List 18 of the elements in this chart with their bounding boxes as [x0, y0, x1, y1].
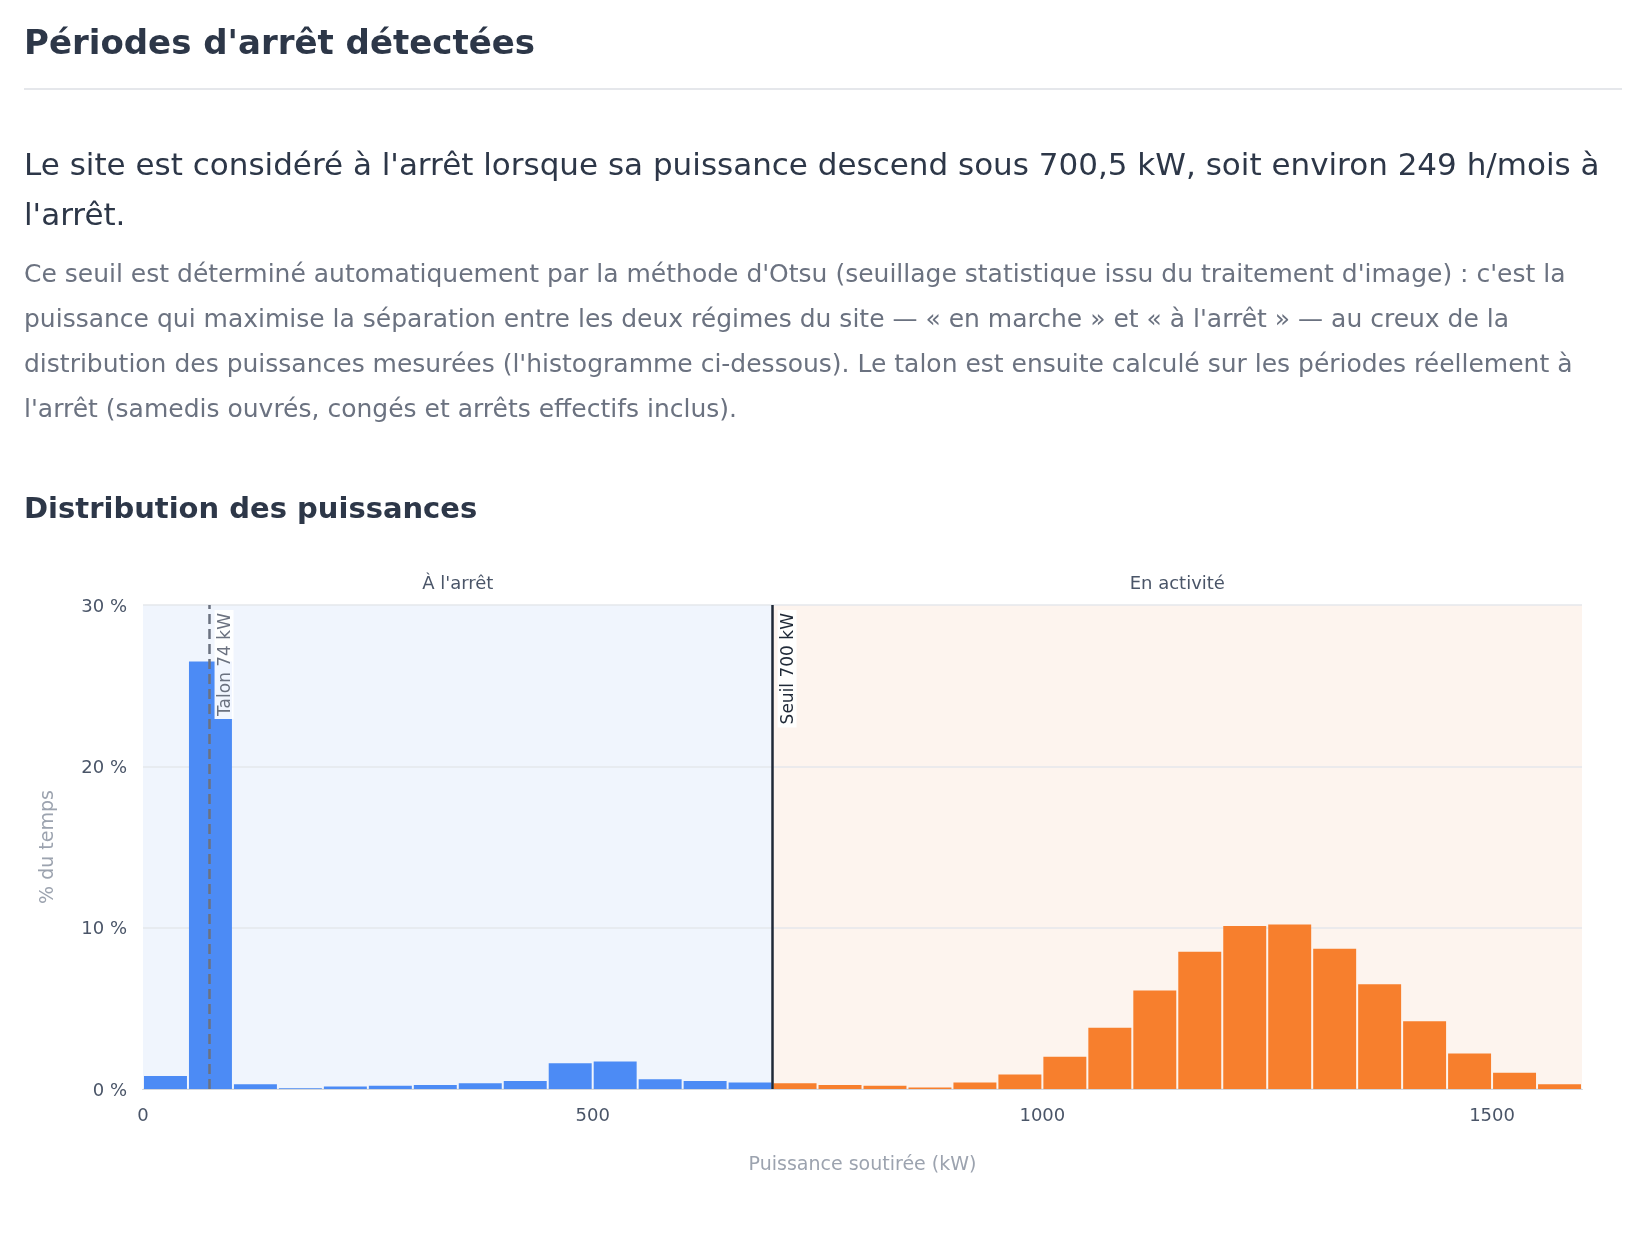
- x-tick-label: 0: [137, 1103, 149, 1125]
- y-tick-label: 0 %: [92, 1078, 127, 1100]
- ref-line-label: Seuil 700 kW: [777, 613, 798, 725]
- y-tick-label: 30 %: [81, 594, 127, 616]
- x-tick-label: 500: [575, 1103, 610, 1125]
- ref-line-label: Talon 74 kW: [214, 613, 235, 718]
- text: Ce seuil est déterminé automatiquement par la méthode d'Otsu (seuillage statistique issu du traitement d'image) : c'est la puissance qui maximise la séparation entre les deux régimes du site — « en marche » et « à l'arrêt » — au creux de la distribution des puissances mesurées (l'histogramme ci-dessous). Le talon est ensuite calculé sur les périodes réellement à l'arrêt (samedis ouvrés, congés et arrêts effectifs inclus).: [24, 258, 1574, 426]
- x-axis-title: Puissance soutirée (kW): [748, 1151, 977, 1174]
- chart-subtitle: Distribution des puissances: [24, 491, 479, 526]
- x-tick-label: 1500: [1469, 1103, 1515, 1125]
- y-tick-label: 20 %: [81, 756, 127, 778]
- band-label: En activité: [1129, 571, 1225, 593]
- text: Le site est considéré à l'arrêt lorsque sa puissance descend sous 700,5 kW, soit environ 249 h/mois à l'arrêt.: [24, 145, 1601, 234]
- y-axis-title: % du temps: [34, 790, 57, 905]
- band-label: À l'arrêt: [422, 571, 494, 593]
- x-tick-label: 1000: [1019, 1103, 1066, 1125]
- chart-title: Périodes d'arrêt détectées: [24, 22, 1622, 90]
- y-tick-label: 10 %: [81, 917, 127, 939]
